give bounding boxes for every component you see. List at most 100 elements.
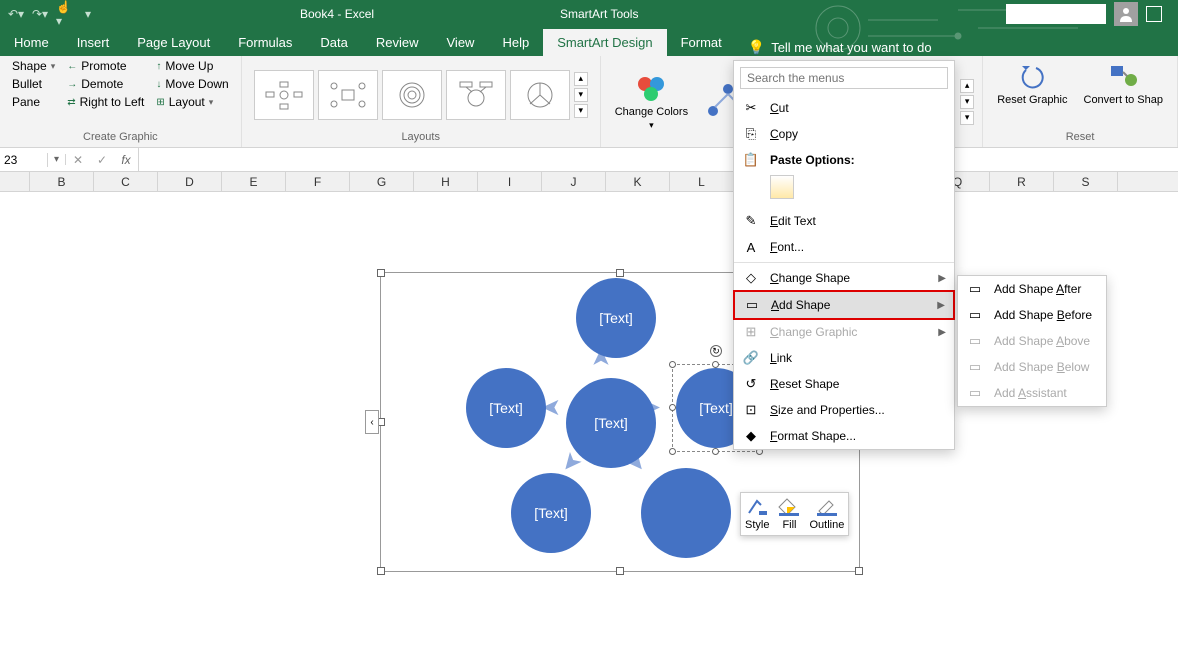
- shape-handle[interactable]: [669, 361, 676, 368]
- smartart-node[interactable]: [Text]: [466, 368, 546, 448]
- text-pane-toggle-icon[interactable]: ‹: [365, 410, 379, 434]
- column-header[interactable]: K: [606, 172, 670, 191]
- menu-item-icon: ↺: [742, 375, 760, 393]
- resize-handle-tm[interactable]: [616, 269, 624, 277]
- user-account-icon[interactable]: [1114, 2, 1138, 26]
- tell-me[interactable]: 💡 Tell me what you want to do: [736, 39, 944, 56]
- gallery-down-icon[interactable]: ▾: [574, 88, 588, 102]
- change-colors-button[interactable]: Change Colors▾: [609, 70, 694, 133]
- fx-icon[interactable]: fx: [114, 153, 138, 167]
- select-all-corner[interactable]: [0, 172, 30, 191]
- tab-home[interactable]: Home: [0, 29, 63, 56]
- resize-handle-br[interactable]: [855, 567, 863, 575]
- column-header[interactable]: S: [1054, 172, 1118, 191]
- create-pane[interactable]: Pane: [8, 94, 59, 110]
- name-box-dropdown-icon[interactable]: ▾: [48, 154, 66, 165]
- column-header[interactable]: H: [414, 172, 478, 191]
- menu-search-input[interactable]: [740, 67, 948, 89]
- menu-copy[interactable]: ⎘Copy: [734, 121, 954, 147]
- smartart-node[interactable]: [Text]: [511, 473, 591, 553]
- qat-more-icon[interactable]: ▾: [80, 6, 96, 22]
- layout-option-3[interactable]: [382, 70, 442, 120]
- column-header[interactable]: E: [222, 172, 286, 191]
- enter-icon[interactable]: ✓: [90, 153, 114, 167]
- menu-format-shape-[interactable]: ◆Format Shape...: [734, 423, 954, 449]
- menu-reset-shape[interactable]: ↺Reset Shape: [734, 371, 954, 397]
- convert-button[interactable]: Convert to Shap: [1078, 58, 1170, 131]
- tab-help[interactable]: Help: [488, 29, 543, 56]
- create-bullet[interactable]: Bullet: [8, 76, 59, 92]
- menu-font-[interactable]: AFont...: [734, 234, 954, 260]
- redo-icon[interactable]: ↷▾: [32, 6, 48, 22]
- ribbon-display-icon[interactable]: [1146, 6, 1162, 22]
- menu-item-icon: ⎘: [742, 125, 760, 143]
- layout-option-1[interactable]: [254, 70, 314, 120]
- mini-fill-button[interactable]: Fill: [777, 497, 801, 531]
- menu-add-shape[interactable]: ▭Add Shape▶: [733, 290, 955, 320]
- create-move-up[interactable]: ↑Move Up: [152, 58, 232, 74]
- column-header[interactable]: F: [286, 172, 350, 191]
- worksheet-canvas[interactable]: ‹ ➤ ➤ ➤ ➤ ➤ [Text][Text][Text]↻[Text][Te…: [0, 192, 1178, 652]
- layout-option-4[interactable]: [446, 70, 506, 120]
- menu-edit-text[interactable]: ✎Edit Text: [734, 208, 954, 234]
- name-box[interactable]: 23: [0, 153, 48, 167]
- resize-handle-bl[interactable]: [377, 567, 385, 575]
- create-promote[interactable]: ←Promote: [63, 58, 148, 74]
- submenu-add-shape-before[interactable]: ▭Add Shape Before: [958, 302, 1106, 328]
- tab-view[interactable]: View: [433, 29, 489, 56]
- tab-format[interactable]: Format: [667, 29, 736, 56]
- smartart-node[interactable]: [Text]: [576, 278, 656, 358]
- paste-option-1[interactable]: [770, 175, 794, 199]
- resize-handle-bm[interactable]: [616, 567, 624, 575]
- tab-review[interactable]: Review: [362, 29, 433, 56]
- cancel-icon[interactable]: ✕: [66, 153, 90, 167]
- menu-size-and-properties-[interactable]: ⊡Size and Properties...: [734, 397, 954, 423]
- column-header[interactable]: J: [542, 172, 606, 191]
- smartart-node[interactable]: [Text]: [566, 378, 656, 468]
- menu-cut[interactable]: ✂Cut: [734, 95, 954, 121]
- create-move-down[interactable]: ↓Move Down: [152, 76, 232, 92]
- column-header[interactable]: C: [94, 172, 158, 191]
- reset-graphic-button[interactable]: Reset Graphic: [991, 58, 1073, 131]
- menu-link[interactable]: 🔗Link: [734, 345, 954, 371]
- column-header[interactable]: L: [670, 172, 734, 191]
- create-right-to-left[interactable]: ⇄Right to Left: [63, 94, 148, 110]
- menu-change-shape[interactable]: ◇Change Shape▶: [734, 265, 954, 291]
- tab-smartart-design[interactable]: SmartArt Design: [543, 29, 666, 56]
- styles-more-icon[interactable]: ▾: [960, 111, 974, 125]
- title-search-box[interactable]: [1006, 4, 1106, 24]
- submenu-add-shape-after[interactable]: ▭Add Shape After: [958, 276, 1106, 302]
- rotate-handle[interactable]: ↻: [710, 345, 722, 357]
- column-header[interactable]: D: [158, 172, 222, 191]
- mini-outline-button[interactable]: Outline: [809, 497, 844, 531]
- column-header[interactable]: G: [350, 172, 414, 191]
- styles-down-icon[interactable]: ▾: [960, 95, 974, 109]
- create-shape[interactable]: Shape▾: [8, 58, 59, 74]
- shape-handle[interactable]: [712, 361, 719, 368]
- create-layout[interactable]: ⊞Layout▾: [152, 94, 232, 110]
- shape-handle[interactable]: [669, 448, 676, 455]
- smartart-node[interactable]: [641, 468, 731, 558]
- undo-icon[interactable]: ↶▾: [8, 6, 24, 22]
- touch-mode-icon[interactable]: ☝▾: [56, 6, 72, 22]
- column-header[interactable]: I: [478, 172, 542, 191]
- tab-insert[interactable]: Insert: [63, 29, 124, 56]
- tab-page-layout[interactable]: Page Layout: [123, 29, 224, 56]
- styles-up-icon[interactable]: ▴: [960, 79, 974, 93]
- layout-option-5[interactable]: [510, 70, 570, 120]
- resize-handle-tl[interactable]: [377, 269, 385, 277]
- tab-formulas[interactable]: Formulas: [224, 29, 306, 56]
- layout-option-2[interactable]: [318, 70, 378, 120]
- mini-style-button[interactable]: Style: [745, 497, 769, 531]
- column-header[interactable]: B: [30, 172, 94, 191]
- column-header[interactable]: R: [990, 172, 1054, 191]
- shape-handle[interactable]: [669, 404, 676, 411]
- create-demote[interactable]: →Demote: [63, 76, 148, 92]
- submenu-add-shape-below: ▭Add Shape Below: [958, 354, 1106, 380]
- formula-input[interactable]: [138, 148, 1178, 171]
- shape-handle[interactable]: [712, 448, 719, 455]
- gallery-up-icon[interactable]: ▴: [574, 72, 588, 86]
- gallery-more-icon[interactable]: ▾: [574, 104, 588, 118]
- quick-access-toolbar: ↶▾ ↷▾ ☝▾ ▾: [0, 6, 96, 22]
- tab-data[interactable]: Data: [306, 29, 361, 56]
